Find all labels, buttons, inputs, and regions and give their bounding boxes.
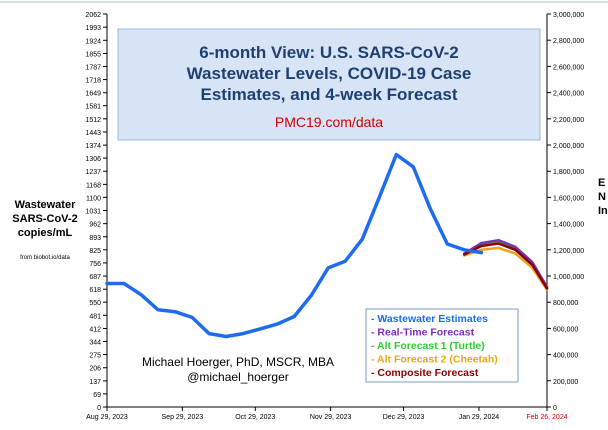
title-box [117, 28, 541, 141]
left-tick-label: 1306 [85, 156, 101, 163]
right-tick-label: 1,400,000 [553, 222, 584, 229]
left-tick-label: 1581 [85, 104, 101, 111]
left-tick-label: 206 [89, 366, 101, 373]
right-tick-label: 2,400,000 [553, 91, 584, 98]
right-tick-label: 2,600,000 [553, 64, 584, 71]
legend-entry: - Alt Forecast 2 (Cheetah) [371, 354, 498, 366]
left-tick-label: 1718 [85, 78, 101, 85]
title-line-1: 6-month View: U.S. SARS-CoV-2 [199, 43, 458, 62]
x-tick-label: Feb 26, 2024 [526, 414, 567, 421]
left-tick-label: 1168 [86, 182, 101, 189]
x-tick-label: Aug 29, 2023 [86, 414, 128, 421]
legend-items: - Wastewater Estimates - Real-Time Foreca… [371, 313, 498, 379]
left-tick-label: 1649 [85, 91, 101, 98]
x-tick-label: Sep 29, 2023 [162, 414, 204, 421]
ylabel-right-1: E [598, 177, 605, 189]
right-tick-label: 1,200,000 [553, 248, 584, 255]
left-tick-label: 344 [89, 339, 101, 346]
ylabel-left-source: from biobot.io/data [20, 255, 70, 261]
legend-entry: - Composite Forecast [371, 367, 479, 379]
x-tick-label: Jan 29, 2024 [459, 414, 500, 421]
left-tick-label: 1374 [85, 143, 101, 150]
author-name: Michael Hoerger, PhD, MSCR, MBA [142, 355, 334, 369]
series-layer [105, 152, 549, 339]
title-line-2: Wastewater Levels, COVID-19 Case [187, 64, 472, 83]
ylabel-right-3: In [598, 205, 608, 217]
left-tick-label: 0 [97, 405, 101, 412]
ylabel-left-1: Wastewater [15, 199, 76, 211]
left-tick-label: 69 [93, 392, 101, 399]
title-line-3: Estimates, and 4-week Forecast [200, 85, 457, 104]
left-tick-label: 137 [89, 379, 101, 386]
right-tick-label: 800,000 [553, 300, 578, 307]
right-tick-label: 0 [553, 405, 557, 412]
left-tick-label: 412 [89, 326, 101, 333]
x-tick-label: Oct 29, 2023 [235, 414, 275, 421]
left-tick-label: 893 [89, 235, 101, 242]
left-tick-label: 550 [89, 300, 101, 307]
ylabel-left-2: SARS-CoV-2 [12, 213, 77, 225]
left-tick-label: 1031 [85, 209, 101, 216]
right-tick-label: 1,800,000 [553, 169, 584, 176]
left-tick-label: 618 [89, 287, 101, 294]
left-tick-label: 1924 [85, 38, 101, 45]
series-line-0 [105, 152, 484, 339]
left-tick-label: 1855 [85, 51, 101, 58]
right-y-ticks: 0 200,000 400,000 600,000 800,000 1,000,000 1,… [547, 12, 584, 412]
series-line-1 [463, 238, 549, 289]
right-tick-label: 600,000 [553, 326, 578, 333]
left-tick-label: 1993 [85, 25, 101, 32]
left-tick-label: 1237 [85, 169, 101, 176]
author-handle: @michael_hoerger [187, 370, 289, 384]
right-tick-label: 2,200,000 [553, 117, 584, 124]
legend-entry: - Alt Forecast 1 (Turtle) [371, 340, 485, 352]
left-tick-label: 1443 [85, 130, 101, 137]
legend-entry: - Wastewater Estimates [371, 313, 488, 325]
right-tick-label: 1,000,000 [553, 274, 584, 281]
left-tick-label: 481 [89, 313, 101, 320]
left-tick-label: 687 [89, 274, 101, 281]
right-tick-label: 3,000,000 [553, 12, 584, 19]
ylabel-right-2: N [598, 191, 606, 203]
right-tick-label: 200,000 [553, 379, 578, 386]
right-tick-label: 2,800,000 [553, 38, 584, 45]
series-line-4 [463, 242, 549, 290]
left-tick-label: 275 [89, 353, 101, 360]
left-tick-label: 2062 [85, 12, 101, 19]
right-tick-label: 1,600,000 [553, 195, 584, 202]
legend-entry: - Real-Time Forecast [371, 327, 475, 339]
left-tick-label: 825 [89, 248, 101, 255]
right-tick-label: 2,000,000 [553, 143, 584, 150]
ylabel-left-3: copies/mL [18, 227, 73, 239]
left-tick-label: 756 [89, 261, 101, 268]
x-tick-label: Nov 29, 2023 [310, 414, 352, 421]
legend-box [365, 308, 519, 383]
left-tick-label: 1787 [85, 64, 101, 71]
subtitle: PMC19.com/data [275, 114, 383, 130]
left-tick-label: 1100 [86, 195, 101, 202]
right-tick-label: 400,000 [553, 353, 578, 360]
x-tick-label: Dec 29, 2023 [383, 414, 425, 421]
x-axis-ticks: Aug 29, 2023 Sep 29, 2023 Oct 29, 2023 Nov … [86, 407, 568, 421]
left-y-ticks: 0 69 137 206 275 344 412 481 550 618 687 756 825 893 9… [85, 12, 107, 412]
left-tick-label: 962 [89, 222, 101, 229]
left-tick-label: 1512 [85, 117, 101, 124]
